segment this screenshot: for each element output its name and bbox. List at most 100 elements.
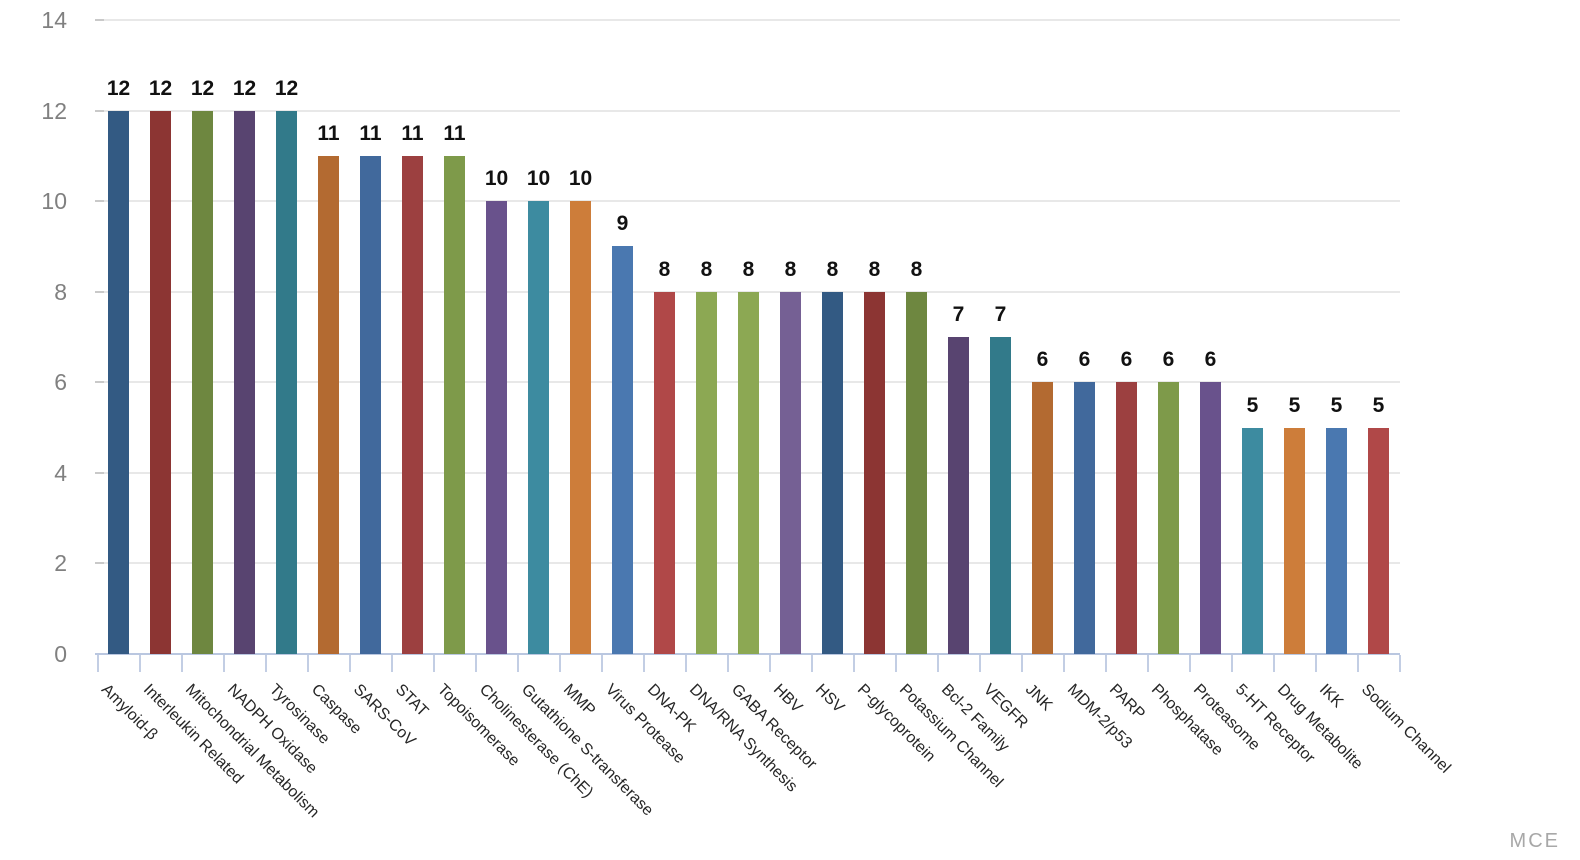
- x-axis-category-label: MMP: [559, 681, 598, 720]
- x-axis-tick: [1188, 655, 1191, 672]
- bar[interactable]: [612, 246, 633, 654]
- y-axis-tick: [95, 471, 104, 474]
- bar[interactable]: [318, 155, 339, 654]
- bar-value-label: 6: [1036, 348, 1049, 372]
- x-axis-tick: [726, 655, 729, 672]
- bar-value-label: 5: [1330, 393, 1343, 417]
- x-axis-tick: [1062, 655, 1065, 672]
- bar[interactable]: [864, 291, 885, 654]
- x-axis-tick: [264, 655, 267, 672]
- bar[interactable]: [234, 110, 255, 654]
- x-axis-tick: [180, 655, 183, 672]
- bar-value-label: 5: [1372, 393, 1385, 417]
- bar-value-label: 5: [1246, 393, 1259, 417]
- x-axis-tick: [600, 655, 603, 672]
- x-axis-tick: [96, 655, 99, 672]
- mce-watermark: MCE: [1509, 830, 1560, 852]
- bar-value-label: 11: [317, 121, 340, 145]
- bar[interactable]: [570, 201, 591, 654]
- y-axis-tick-label: 12: [41, 97, 67, 124]
- x-axis-tick: [768, 655, 771, 672]
- y-axis-tick-label: 10: [41, 188, 67, 215]
- x-axis-tick: [1314, 655, 1317, 672]
- bar[interactable]: [1074, 382, 1095, 654]
- bar[interactable]: [1242, 427, 1263, 654]
- bar[interactable]: [1116, 382, 1137, 654]
- bar[interactable]: [1158, 382, 1179, 654]
- bar[interactable]: [948, 337, 969, 654]
- bar[interactable]: [738, 291, 759, 654]
- bar[interactable]: [1032, 382, 1053, 654]
- x-axis-tick: [516, 655, 519, 672]
- bar-value-label: 10: [484, 167, 509, 191]
- bar[interactable]: [108, 110, 129, 654]
- bar-value-label: 6: [1162, 348, 1175, 372]
- bar[interactable]: [486, 201, 507, 654]
- x-axis-tick: [1230, 655, 1233, 672]
- bar-value-label: 10: [568, 167, 593, 191]
- bar-value-label: 5: [1288, 393, 1301, 417]
- gridline: [95, 109, 1400, 112]
- x-axis-tick: [474, 655, 477, 672]
- x-axis-tick: [1356, 655, 1359, 672]
- y-axis-tick-label: 2: [54, 550, 67, 577]
- bar[interactable]: [402, 155, 423, 654]
- bar[interactable]: [276, 110, 297, 654]
- bar[interactable]: [906, 291, 927, 654]
- bar[interactable]: [1326, 427, 1347, 654]
- bar[interactable]: [990, 337, 1011, 654]
- x-axis-tick: [1020, 655, 1023, 672]
- x-axis-tick: [348, 655, 351, 672]
- x-axis-tick: [684, 655, 687, 672]
- x-axis-tick: [1398, 655, 1401, 672]
- x-axis-tick: [894, 655, 897, 672]
- x-axis-tick: [390, 655, 393, 672]
- bar[interactable]: [780, 291, 801, 654]
- bar[interactable]: [1200, 382, 1221, 654]
- y-axis-tick: [95, 562, 104, 565]
- bar-value-label: 12: [106, 76, 131, 100]
- bar-value-label: 8: [910, 257, 923, 281]
- bar-value-label: 6: [1120, 348, 1133, 372]
- x-axis-tick: [1104, 655, 1107, 672]
- bar-value-label: 7: [994, 303, 1007, 326]
- bar[interactable]: [192, 110, 213, 654]
- y-axis-tick: [95, 200, 104, 203]
- bar[interactable]: [150, 110, 171, 654]
- x-axis-tick: [978, 655, 981, 672]
- bar-value-label: 8: [784, 257, 797, 281]
- bar-value-label: 9: [616, 212, 629, 236]
- y-axis-tick-label: 4: [54, 459, 67, 486]
- bar-value-label: 8: [742, 257, 755, 281]
- x-axis-category-label: Sodium Channel: [1357, 681, 1454, 777]
- bar[interactable]: [822, 291, 843, 654]
- bar[interactable]: [1368, 427, 1389, 654]
- x-axis-tick: [222, 655, 225, 672]
- bar-value-label: 12: [274, 76, 299, 100]
- x-axis-tick: [1146, 655, 1149, 672]
- y-axis-tick-label: 6: [54, 369, 67, 396]
- x-axis-tick: [810, 655, 813, 672]
- bar[interactable]: [360, 155, 381, 654]
- bar-value-label: 8: [658, 257, 671, 281]
- bar[interactable]: [528, 201, 549, 654]
- bar[interactable]: [1284, 427, 1305, 654]
- bar-value-label: 10: [526, 167, 551, 191]
- bar[interactable]: [654, 291, 675, 654]
- x-axis-tick: [432, 655, 435, 672]
- x-axis-category-label: IKK: [1315, 681, 1346, 712]
- gridline: [95, 200, 1400, 203]
- bar-value-label: 8: [700, 257, 713, 281]
- x-axis-tick: [852, 655, 855, 672]
- x-axis-category-label: HBV: [769, 681, 805, 717]
- bar-value-label: 7: [952, 303, 965, 326]
- bar-value-label: 12: [232, 76, 257, 100]
- x-axis-category-label: JNK: [1021, 681, 1055, 715]
- bar[interactable]: [444, 155, 465, 654]
- x-axis-tick: [1272, 655, 1275, 672]
- y-axis-tick: [95, 290, 104, 293]
- bar[interactable]: [696, 291, 717, 654]
- x-axis-tick: [306, 655, 309, 672]
